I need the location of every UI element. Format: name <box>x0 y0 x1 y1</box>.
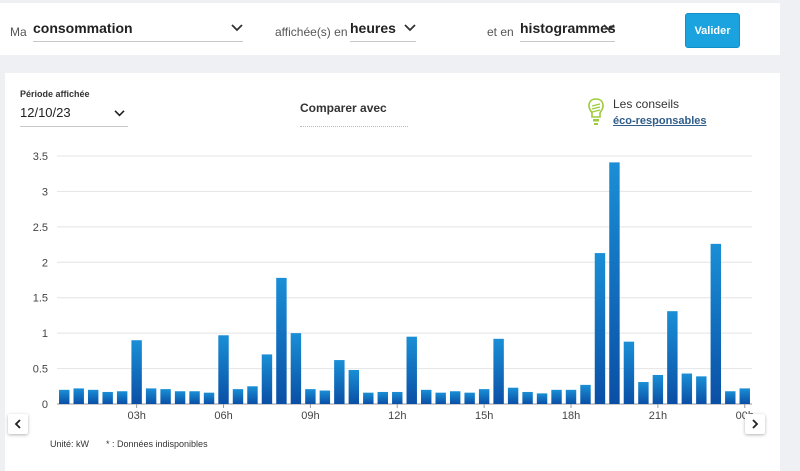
bar[interactable] <box>218 335 229 404</box>
compare-label: Comparer avec <box>300 101 387 115</box>
bar[interactable] <box>652 374 664 404</box>
x-tick-label: 09h <box>301 410 319 422</box>
bar[interactable] <box>73 388 84 404</box>
lightbulb-icon <box>588 98 604 125</box>
bar[interactable] <box>580 384 591 404</box>
bar[interactable] <box>174 391 186 404</box>
chevron-down-icon <box>231 24 243 32</box>
y-tick-label: 2 <box>42 257 48 269</box>
bar[interactable] <box>681 373 693 404</box>
bar[interactable] <box>623 341 635 404</box>
bar[interactable] <box>536 393 548 404</box>
bar[interactable] <box>392 391 403 404</box>
bar[interactable] <box>363 392 374 404</box>
bar[interactable] <box>102 391 113 404</box>
y-tick-label: 1 <box>42 328 48 340</box>
bar[interactable] <box>435 392 446 404</box>
chevron-right-icon <box>752 419 759 429</box>
bar[interactable] <box>276 277 287 404</box>
chevron-down-icon <box>603 24 615 32</box>
consumption-chart: 00.511.522.533.503h06h09h12h15h18h21h00h <box>33 151 754 422</box>
bar[interactable] <box>203 392 215 404</box>
y-tick-label: 3.5 <box>33 151 48 163</box>
y-tick-label: 3 <box>42 186 48 198</box>
bar[interactable] <box>421 389 432 404</box>
bar[interactable] <box>116 391 128 404</box>
bar[interactable] <box>334 360 345 404</box>
period-title: Période affichée <box>20 89 90 99</box>
bar[interactable] <box>305 389 316 404</box>
bar[interactable] <box>59 389 70 404</box>
compare-select[interactable]: Comparer avec <box>300 101 408 127</box>
x-tick-label: 06h <box>214 410 232 422</box>
bar[interactable] <box>247 386 258 404</box>
bar[interactable] <box>160 389 171 404</box>
bar[interactable] <box>478 389 490 404</box>
metric-select[interactable]: consommation <box>33 20 243 42</box>
submit-button[interactable]: Valider <box>685 13 740 48</box>
y-tick-label: 1.5 <box>33 293 48 305</box>
bar[interactable] <box>145 388 157 404</box>
bar[interactable] <box>348 369 360 404</box>
chevron-down-icon <box>404 24 416 32</box>
y-tick-label: 0 <box>42 399 48 411</box>
y-tick-label: 2.5 <box>33 222 48 234</box>
y-tick-label: 0.5 <box>33 364 48 376</box>
bar[interactable] <box>594 253 606 404</box>
period-select[interactable]: 12/10/23 <box>20 105 128 127</box>
bar[interactable] <box>609 162 620 404</box>
mode-label: et en <box>487 25 514 39</box>
bar[interactable] <box>290 333 302 404</box>
previous-period-button[interactable] <box>8 414 28 434</box>
metric-select-value: consommation <box>33 20 133 36</box>
x-tick-label: 21h <box>649 410 667 422</box>
bar[interactable] <box>507 387 519 404</box>
bar[interactable] <box>189 391 200 404</box>
bar[interactable] <box>725 391 736 404</box>
tips-title: Les conseils <box>613 97 680 111</box>
bar[interactable] <box>493 338 504 404</box>
chevron-down-icon <box>114 110 125 117</box>
bar[interactable] <box>739 388 750 404</box>
bar[interactable] <box>696 376 707 404</box>
period-select-value: 12/10/23 <box>20 105 71 120</box>
unit-legend: Unité: kW <box>50 439 90 449</box>
unit-select[interactable]: heures <box>350 20 416 42</box>
mode-select[interactable]: histogrammes <box>520 20 616 42</box>
chart-panel: Période affichée 12/10/23 Comparer avec … <box>5 73 780 471</box>
bar[interactable] <box>87 389 99 404</box>
bar[interactable] <box>667 311 678 404</box>
unit-select-value: heures <box>350 20 396 36</box>
x-tick-label: 18h <box>562 410 580 422</box>
bar[interactable] <box>406 336 417 404</box>
display-label: affichée(s) en <box>275 25 348 39</box>
bar[interactable] <box>261 354 273 404</box>
x-tick-label: 15h <box>475 410 493 422</box>
x-tick-label: 03h <box>127 410 145 422</box>
bar[interactable] <box>551 389 562 404</box>
bar[interactable] <box>464 392 475 404</box>
chevron-left-icon <box>14 419 21 429</box>
next-period-button[interactable] <box>745 414 765 434</box>
eco-tips-link[interactable]: éco-responsables <box>613 115 707 127</box>
bar[interactable] <box>710 243 722 404</box>
bar[interactable] <box>449 391 461 404</box>
bar[interactable] <box>522 391 533 404</box>
selection-bar: Ma consommation affichée(s) en heures et… <box>0 3 780 55</box>
unavailable-legend: * : Données indisponibles <box>106 439 208 449</box>
prefix-label: Ma <box>10 25 27 39</box>
bar[interactable] <box>232 389 244 404</box>
x-tick-label: 12h <box>388 410 406 422</box>
bar[interactable] <box>131 340 142 404</box>
bar[interactable] <box>638 382 649 404</box>
bar[interactable] <box>319 390 331 404</box>
bar[interactable] <box>565 389 577 404</box>
mode-select-value: histogrammes <box>520 20 616 36</box>
bar[interactable] <box>377 391 388 404</box>
